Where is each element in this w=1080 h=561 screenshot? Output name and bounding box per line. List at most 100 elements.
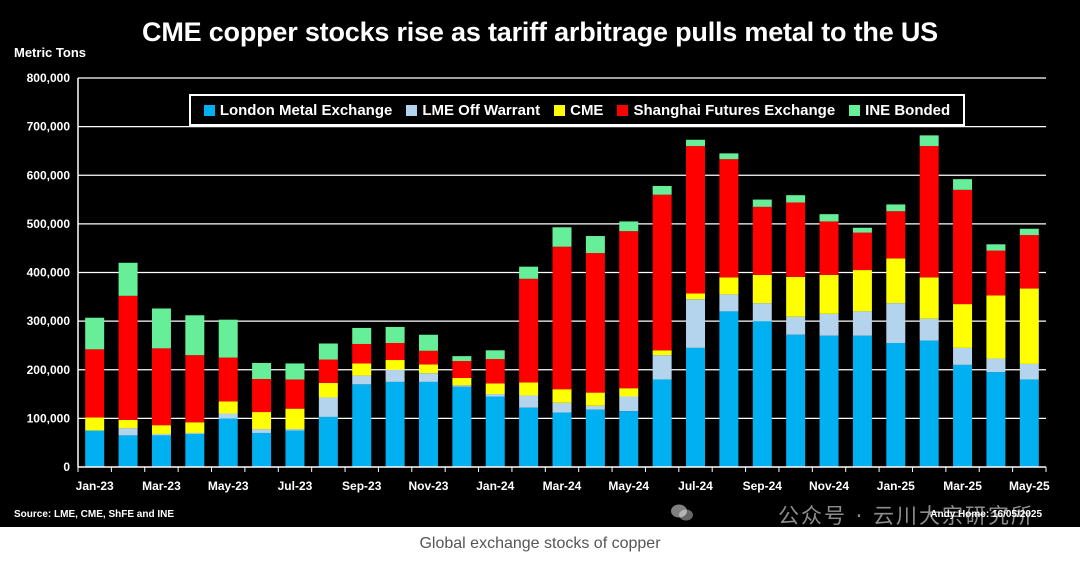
bar-segment [819, 214, 839, 222]
bar-segment [318, 397, 338, 417]
bar-segment [686, 293, 706, 300]
bar-segment [218, 401, 238, 414]
x-tick-label: Jan-24 [476, 479, 514, 493]
bar-segment [719, 311, 739, 467]
bar-segment [252, 362, 272, 379]
bar-segment [151, 308, 171, 349]
bar-segment [118, 435, 138, 467]
bar-segment [619, 221, 639, 232]
chart-panel: CME copper stocks rise as tariff arbitra… [0, 0, 1080, 527]
bar-segment [852, 311, 872, 336]
bar-segment [485, 383, 505, 395]
bar-segment [552, 402, 572, 413]
bar-segment [352, 384, 372, 467]
chart-title: CME copper stocks rise as tariff arbitra… [142, 17, 938, 47]
bar-segment [953, 347, 973, 365]
bar-segment [519, 382, 539, 396]
bar-segment [352, 375, 372, 385]
bar-segment [185, 422, 205, 433]
bar-segment [485, 350, 505, 360]
bar-segment [752, 206, 772, 275]
bar-segment [151, 433, 171, 436]
x-tick-label: Sep-24 [743, 479, 783, 493]
bar-segment [485, 394, 505, 397]
bar-segment [418, 373, 438, 382]
bar-segment [418, 334, 438, 351]
bar-segment [218, 357, 238, 402]
bar-segment [352, 343, 372, 364]
bar-segment [385, 360, 405, 370]
bar-segment [585, 405, 605, 410]
y-tick-label: 400,000 [27, 266, 71, 280]
bar-segment [452, 385, 472, 387]
bar-segment [185, 355, 205, 423]
legend-label: INE Bonded [865, 101, 951, 119]
bar-segment [852, 232, 872, 271]
y-tick-label: 200,000 [27, 363, 71, 377]
image-caption: Global exchange stocks of copper [419, 535, 661, 552]
bar-segment [619, 231, 639, 389]
x-tick-label: Sep-23 [342, 479, 382, 493]
bar-segment [252, 432, 272, 467]
bar-segment [619, 396, 639, 412]
bar-segment [218, 413, 238, 419]
legend-item: CME [554, 102, 603, 119]
y-tick-label: 500,000 [27, 217, 71, 231]
bar-segment [819, 221, 839, 275]
bar-segment [719, 153, 739, 160]
bar-segment [719, 277, 739, 295]
legend-label: Shanghai Futures Exchange [633, 101, 836, 119]
bar-segment [252, 429, 272, 433]
bar-segment [919, 146, 939, 278]
bar-segment [285, 379, 305, 409]
bar-segment [519, 407, 539, 467]
y-tick-label: 100,000 [27, 411, 71, 425]
bar-segment [118, 428, 138, 436]
bar-segment [686, 347, 706, 467]
bar-segment [519, 266, 539, 279]
legend-swatch [617, 104, 629, 116]
bar-segment [819, 274, 839, 314]
bar-segment [318, 416, 338, 467]
x-tick-label: May-24 [608, 479, 649, 493]
bar-segment [852, 227, 872, 233]
bar-segment [953, 179, 973, 190]
legend-item: INE Bonded [849, 102, 950, 119]
y-tick-label: 700,000 [27, 120, 71, 134]
bar-segment [552, 246, 572, 390]
bar-segment [285, 363, 305, 380]
legend-item: LME Off Warrant [406, 102, 540, 119]
bar-segment [652, 185, 672, 195]
bar-segment [619, 411, 639, 467]
bar-segment [652, 379, 672, 467]
y-tick-label: 300,000 [27, 314, 71, 328]
x-tick-label: Nov-24 [809, 479, 849, 493]
bar-segment [752, 303, 772, 322]
bar-segment [151, 435, 171, 467]
legend-swatch [203, 104, 215, 116]
bar-segment [919, 135, 939, 147]
bar-segment [519, 278, 539, 383]
bar-segment [886, 211, 906, 259]
bar-segment [585, 392, 605, 406]
bar-segment [786, 276, 806, 317]
bar-segment [85, 317, 105, 350]
legend-swatch [849, 104, 861, 116]
wechat-icon [671, 504, 693, 521]
bar-segment [852, 335, 872, 467]
bar-segment [752, 321, 772, 467]
bar-segment [185, 432, 205, 434]
legend-label: LME Off Warrant [422, 101, 541, 119]
bar-segment [185, 433, 205, 467]
bar-segment [118, 262, 138, 296]
bar-segment [886, 303, 906, 344]
bar-segment [953, 189, 973, 305]
y-tick-label: 800,000 [27, 71, 71, 85]
bar-segment [352, 327, 372, 344]
bar-segment [786, 316, 806, 335]
bar-segment [385, 343, 405, 361]
bar-segment [218, 319, 238, 358]
y-axis-label: Metric Tons [14, 45, 86, 60]
legend-swatch [554, 104, 566, 116]
bar-segment [118, 419, 138, 429]
